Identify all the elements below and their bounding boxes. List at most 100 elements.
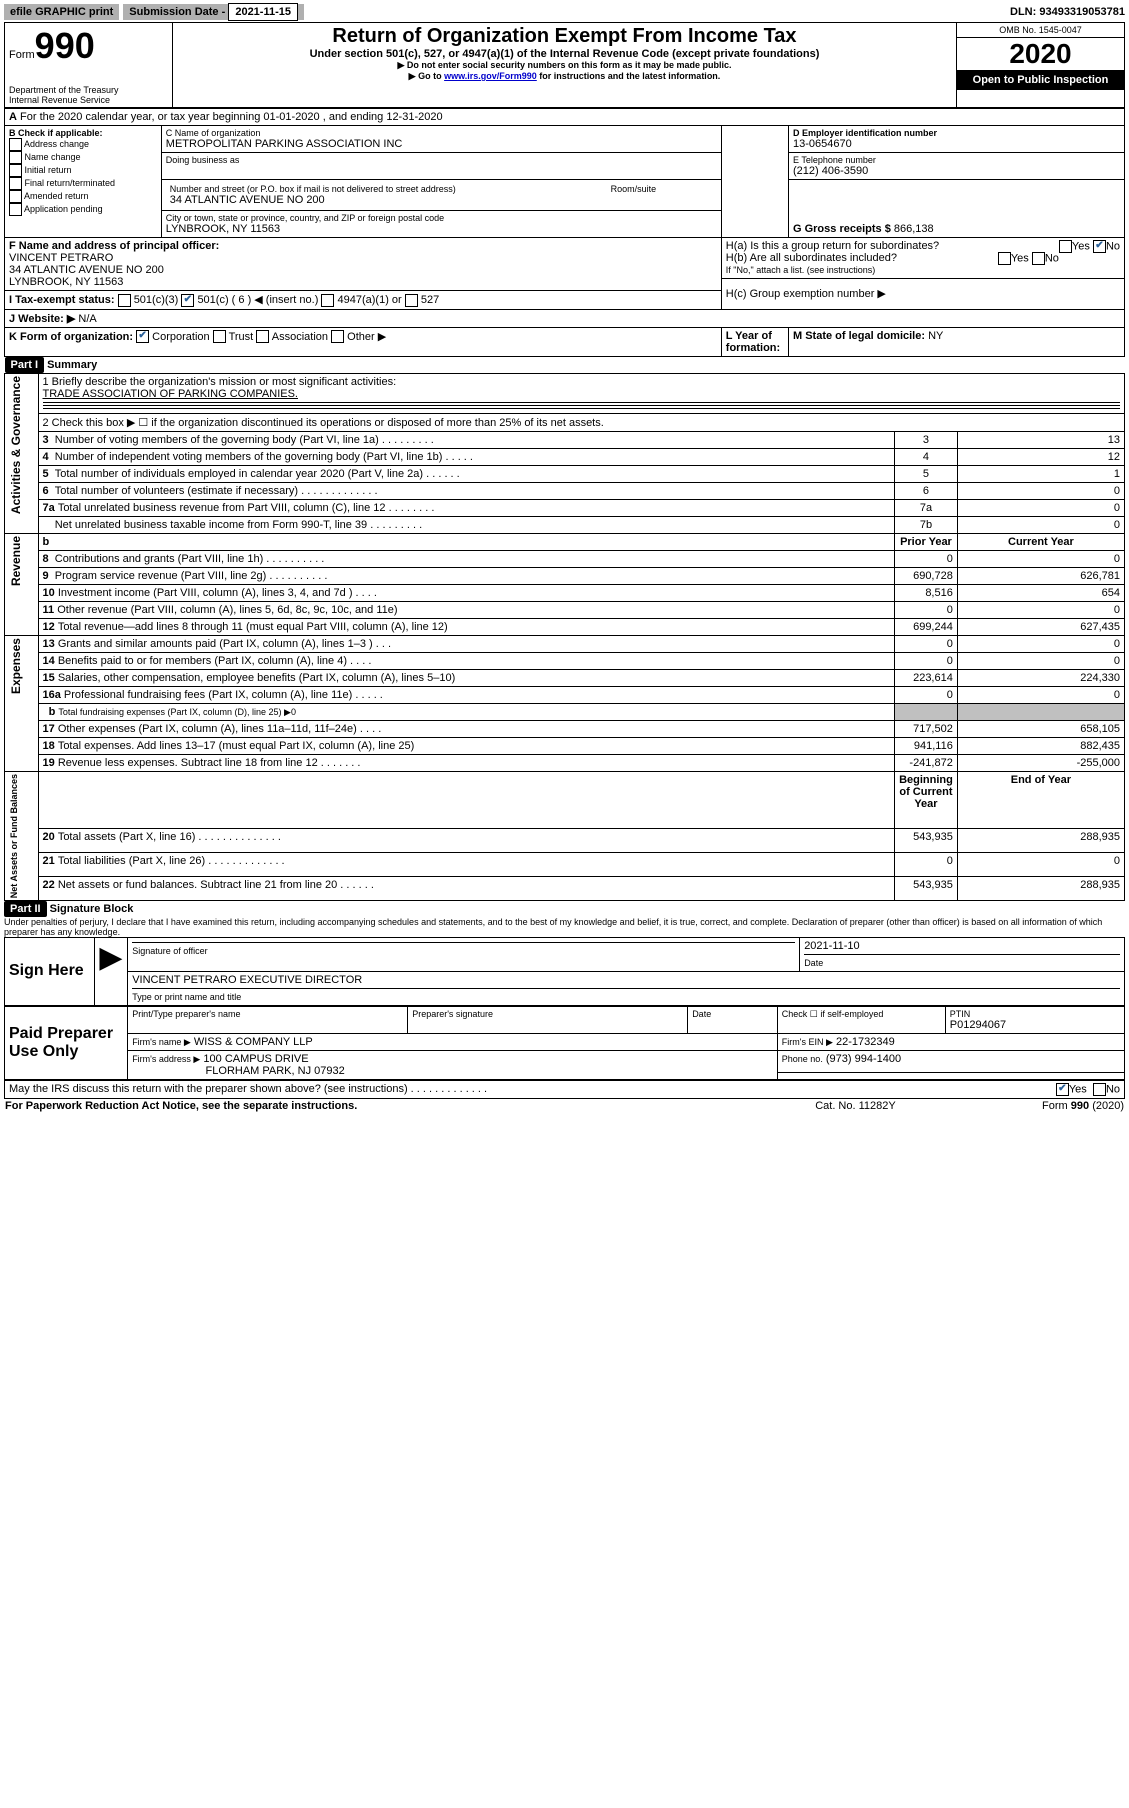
row-8: 8 Contributions and grants (Part VIII, l… <box>5 550 1125 567</box>
checkbox-trust[interactable] <box>213 330 226 343</box>
paperwork: For Paperwork Reduction Act Notice, see … <box>5 1100 357 1112</box>
phone-label: Phone no. <box>782 1054 823 1064</box>
row-20-py: 543,935 <box>895 829 958 853</box>
checkbox-hb-no[interactable] <box>1032 252 1045 265</box>
checkbox-name-change[interactable] <box>9 151 22 164</box>
signature-table: Sign Here ▶ Signature of officer 2021-11… <box>4 937 1125 1006</box>
firm-addr-label: Firm's address ▶ <box>132 1054 200 1064</box>
row-11-label: Other revenue (Part VIII, column (A), li… <box>57 604 397 616</box>
row-20: 20 Total assets (Part X, line 16) . . . … <box>5 829 1125 853</box>
header-table: Form990 Department of the Treasury Inter… <box>4 22 1125 108</box>
row-7b-label: Net unrelated business taxable income fr… <box>55 519 422 531</box>
opt-trust: Trust <box>229 331 254 343</box>
row-7a-col: 7a <box>895 499 958 516</box>
penalty-text: Under penalties of perjury, I declare th… <box>4 917 1125 937</box>
opt-501c3: 501(c)(3) <box>134 294 179 306</box>
checkbox-other[interactable] <box>331 330 344 343</box>
row-8-py: 0 <box>895 550 958 567</box>
dept-label: Department of the Treasury Internal Reve… <box>9 85 168 105</box>
omb: OMB No. 1545-0047 <box>957 23 1124 38</box>
type-label: Type or print name and title <box>132 992 241 1002</box>
checkbox-discuss-yes[interactable] <box>1056 1083 1069 1096</box>
row-11: 11 Other revenue (Part VIII, column (A),… <box>5 601 1125 618</box>
row-15-py: 223,614 <box>895 669 958 686</box>
row-12: 12 Total revenue—add lines 8 through 11 … <box>5 618 1125 635</box>
row-10: 10 Investment income (Part VIII, column … <box>5 584 1125 601</box>
checkbox-ha-yes[interactable] <box>1059 240 1072 253</box>
row-16a: 16a Professional fundraising fees (Part … <box>5 686 1125 703</box>
side-ag: Activities & Governance <box>9 376 23 514</box>
sign-arrow-icon: ▶ <box>94 937 128 1005</box>
row-5-col: 5 <box>895 465 958 482</box>
form-word: Form <box>9 49 35 61</box>
line2: 2 Check this box ▶ ☐ if the organization… <box>38 413 1125 431</box>
boxF-label: F Name and address of principal officer: <box>9 240 219 252</box>
boxJ-label: J Website: ▶ <box>9 313 75 325</box>
boxB-item-3: Final return/terminated <box>25 178 116 188</box>
ein: 13-0654670 <box>793 138 1120 150</box>
line1-text: TRADE ASSOCIATION OF PARKING COMPANIES. <box>43 388 1121 400</box>
row-14-cy: 0 <box>957 652 1124 669</box>
boxB-item-2: Initial return <box>25 165 72 175</box>
row-8-label: Contributions and grants (Part VIII, lin… <box>55 553 325 565</box>
dba-label: Doing business as <box>166 155 717 165</box>
row-14-label: Benefits paid to or for members (Part IX… <box>58 655 372 667</box>
efile-label[interactable]: efile GRAPHIC print <box>4 4 119 20</box>
city-label: City or town, state or province, country… <box>166 213 717 223</box>
checkbox-hb-yes[interactable] <box>998 252 1011 265</box>
row-16b: b Total fundraising expenses (Part IX, c… <box>5 703 1125 720</box>
checkbox-4947[interactable] <box>321 294 334 307</box>
hc-label: H(c) Group exemption number ▶ <box>726 288 886 300</box>
checkbox-application-pending[interactable] <box>9 203 22 216</box>
row-19-label: Revenue less expenses. Subtract line 18 … <box>58 757 361 769</box>
row-6-val: 0 <box>957 482 1124 499</box>
hb-note: If "No," attach a list. (see instruction… <box>726 265 875 275</box>
cat-no: Cat. No. 11282Y <box>767 1099 945 1113</box>
row-21: 21 Total liabilities (Part X, line 26) .… <box>5 853 1125 877</box>
row-5-label: Total number of individuals employed in … <box>55 468 460 480</box>
hdr-b: b <box>43 536 50 548</box>
row-21-label: Total liabilities (Part X, line 26) . . … <box>58 855 285 867</box>
checkbox-final-return[interactable] <box>9 177 22 190</box>
firm-addr2: FLORHAM PARK, NJ 07932 <box>206 1065 345 1077</box>
row-12-py: 699,244 <box>895 618 958 635</box>
form990-link[interactable]: www.irs.gov/Form990 <box>444 71 537 81</box>
opt-527: 527 <box>421 294 439 306</box>
side-nab: Net Assets or Fund Balances <box>9 774 19 898</box>
checkbox-ha-no[interactable] <box>1093 240 1106 253</box>
checkbox-corp[interactable] <box>136 330 149 343</box>
checkbox-initial-return[interactable] <box>9 164 22 177</box>
row-4-col: 4 <box>895 448 958 465</box>
checkbox-assoc[interactable] <box>256 330 269 343</box>
checkbox-501c3[interactable] <box>118 294 131 307</box>
row-18-cy: 882,435 <box>957 737 1124 754</box>
hb-label: H(b) Are all subordinates included? <box>726 252 897 264</box>
discuss-text: May the IRS discuss this return with the… <box>9 1083 487 1095</box>
part1-table: Part I Summary Activities & Governance 1… <box>4 357 1125 901</box>
row-18-label: Total expenses. Add lines 13–17 (must eq… <box>58 740 414 752</box>
eoy-hdr: End of Year <box>1011 774 1071 786</box>
discuss-no: No <box>1106 1083 1120 1095</box>
row-20-cy: 288,935 <box>957 829 1124 853</box>
date-label: Date <box>804 958 823 968</box>
firm-ein-label: Firm's EIN ▶ <box>782 1037 833 1047</box>
checkbox-527[interactable] <box>405 294 418 307</box>
opt-assoc: Association <box>272 331 328 343</box>
row-22-label: Net assets or fund balances. Subtract li… <box>58 879 374 891</box>
row-9: 9 Program service revenue (Part VIII, li… <box>5 567 1125 584</box>
open-public: Open to Public Inspection <box>957 70 1124 90</box>
part1-header: Part I <box>5 357 45 373</box>
row-7b-col: 7b <box>895 516 958 533</box>
bocy-hdr: Beginning of Current Year <box>899 774 953 810</box>
line1-label: 1 Briefly describe the organization's mi… <box>43 376 1121 388</box>
row-10-label: Investment income (Part VIII, column (A)… <box>58 587 377 599</box>
officer-addr2: LYNBROOK, NY 11563 <box>9 276 717 288</box>
row-17-label: Other expenses (Part IX, column (A), lin… <box>58 723 381 735</box>
row-12-label: Total revenue—add lines 8 through 11 (mu… <box>58 621 448 633</box>
checkbox-address-change[interactable] <box>9 138 22 151</box>
row-4-label: Number of independent voting members of … <box>55 451 473 463</box>
checkbox-501c[interactable] <box>181 294 194 307</box>
row-17-py: 717,502 <box>895 720 958 737</box>
checkbox-discuss-no[interactable] <box>1093 1083 1106 1096</box>
checkbox-amended[interactable] <box>9 190 22 203</box>
